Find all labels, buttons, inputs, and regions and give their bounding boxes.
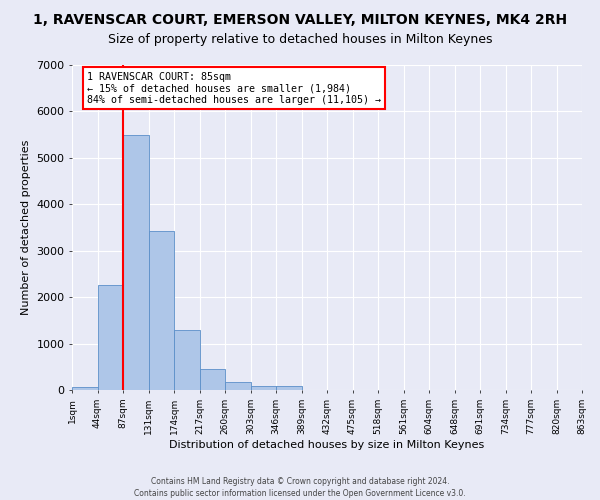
- Text: 1, RAVENSCAR COURT, EMERSON VALLEY, MILTON KEYNES, MK4 2RH: 1, RAVENSCAR COURT, EMERSON VALLEY, MILT…: [33, 12, 567, 26]
- Text: Contains HM Land Registry data © Crown copyright and database right 2024.
Contai: Contains HM Land Registry data © Crown c…: [134, 476, 466, 498]
- Bar: [199, 368, 225, 390]
- Bar: [251, 386, 276, 390]
- Bar: [276, 386, 302, 390]
- Text: Size of property relative to detached houses in Milton Keynes: Size of property relative to detached ho…: [108, 32, 492, 46]
- X-axis label: Distribution of detached houses by size in Milton Keynes: Distribution of detached houses by size …: [169, 440, 485, 450]
- Text: 1 RAVENSCAR COURT: 85sqm
← 15% of detached houses are smaller (1,984)
84% of sem: 1 RAVENSCAR COURT: 85sqm ← 15% of detach…: [88, 72, 382, 104]
- Bar: [72, 386, 97, 390]
- Bar: [149, 231, 174, 390]
- Bar: [123, 135, 149, 390]
- Y-axis label: Number of detached properties: Number of detached properties: [20, 140, 31, 315]
- Bar: [174, 330, 199, 390]
- Bar: [97, 284, 123, 390]
- Bar: [225, 382, 251, 390]
